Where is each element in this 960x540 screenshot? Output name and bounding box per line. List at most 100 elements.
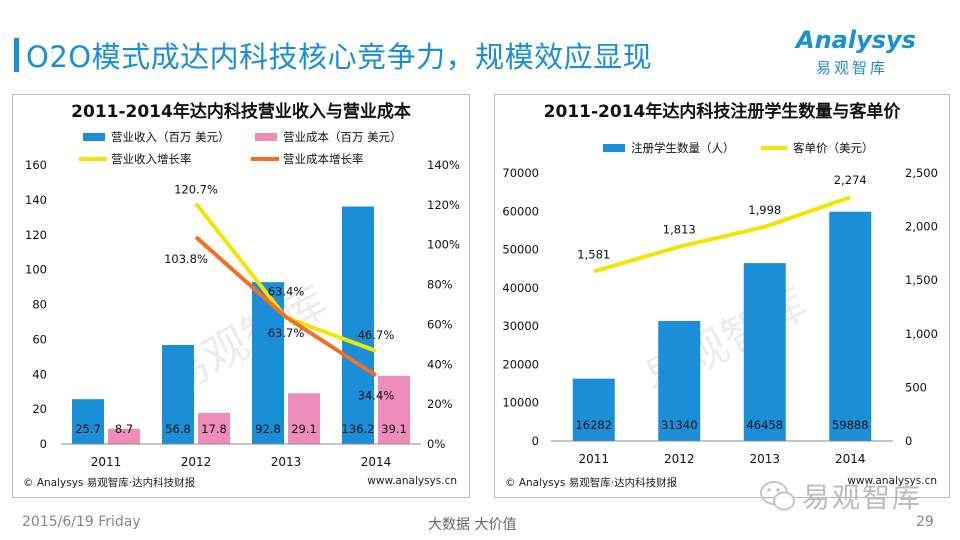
chart-source: © Analysys 易观智库·达内科技财报: [23, 477, 196, 489]
price-label: 1,581: [577, 248, 610, 262]
page-number: 29: [916, 514, 934, 530]
y-tick-right: 2,500: [905, 166, 938, 180]
students-bar: [572, 378, 615, 441]
legend-label: 营业收入增长率: [111, 152, 192, 166]
revenue-growth-label: 63.4%: [268, 285, 305, 299]
legend-label: 注册学生数量（人）: [631, 141, 735, 155]
y-tick-right: 80%: [427, 278, 453, 292]
y-tick-right: 500: [905, 380, 927, 394]
x-category-label: 2012: [181, 455, 212, 469]
cost-bar-label: 29.1: [291, 422, 317, 436]
analysys-logo: Analysys 易观智库: [786, 26, 936, 86]
students-bar: [829, 211, 872, 441]
logo-chinese: 易观智库: [816, 59, 889, 77]
x-category-label: 2011: [91, 455, 122, 469]
chart-source: © Analysys 易观智库·达内科技财报: [505, 477, 678, 489]
chart-site: www.analysys.cn: [847, 475, 937, 487]
y-tick-left: 160: [25, 158, 47, 172]
footer-date: 2015/6/19 Friday: [22, 514, 141, 530]
x-category-label: 2012: [664, 452, 695, 466]
y-tick-left: 20: [32, 402, 47, 416]
cost-growth-label: 34.4%: [358, 388, 395, 402]
title-accent-bar: [14, 38, 19, 72]
x-category-label: 2014: [361, 455, 392, 469]
y-tick-right: 100%: [427, 238, 460, 252]
chart-title: 2011-2014年达内科技注册学生数量与客单价: [544, 101, 902, 122]
chart-site: www.analysys.cn: [367, 475, 457, 487]
x-category-label: 2013: [749, 452, 780, 466]
price-line: [593, 195, 851, 274]
cost-bar: [378, 375, 410, 444]
cost-bar: [108, 428, 140, 444]
revenue-bar-label: 136.2: [342, 422, 375, 436]
legend-label: 营业成本（百万 美元）: [283, 130, 402, 144]
y-tick-left: 70000: [502, 166, 539, 180]
footer-slogan: 大数据 大价值: [428, 517, 517, 533]
legend-label: 营业收入（百万 美元）: [111, 130, 230, 144]
cost-growth-label: 103.8%: [164, 252, 208, 266]
cost-bar: [288, 393, 320, 444]
revenue-bar: [162, 344, 194, 444]
students-bar: [743, 263, 786, 441]
revenue-bar-label: 56.8: [165, 422, 191, 436]
y-tick-left: 20000: [502, 357, 539, 371]
y-tick-left: 80: [32, 298, 47, 312]
revenue-bar-label: 92.8: [255, 422, 281, 436]
students-bar-label: 59888: [832, 418, 869, 432]
logo-wordmark: Analysys: [796, 26, 916, 54]
revenue-bar: [342, 206, 374, 444]
y-tick-right: 1,500: [905, 273, 938, 287]
cost-growth-label: 63.7%: [268, 326, 305, 340]
y-tick-right: 140%: [427, 158, 460, 172]
y-tick-left: 0: [40, 437, 47, 451]
y-tick-left: 60: [32, 332, 47, 346]
y-tick-left: 30000: [502, 319, 539, 333]
students-bar-label: 46458: [746, 418, 783, 432]
legend-label: 营业成本增长率: [283, 152, 364, 166]
wechat-icon: [760, 481, 795, 511]
y-tick-left: 100: [25, 263, 47, 277]
y-tick-left: 40: [32, 367, 47, 381]
revenue-cost-chart-panel: 2011-2014年达内科技营业收入与营业成本营业收入（百万 美元） 营业成本（百…: [12, 94, 470, 498]
y-tick-right: 40%: [427, 357, 453, 371]
y-tick-left: 140: [25, 193, 47, 207]
students-bar: [658, 321, 701, 441]
y-tick-left: 120: [25, 228, 47, 242]
wechat-label: 易观智库: [802, 481, 923, 514]
chart-title: 2011-2014年达内科技营业收入与营业成本: [71, 101, 411, 122]
y-tick-right: 0: [905, 434, 912, 448]
y-tick-left: 0: [532, 434, 539, 448]
cost-bar: [198, 412, 230, 444]
legend-label: 客单价（美元）: [793, 141, 874, 155]
x-category-label: 2013: [271, 455, 302, 469]
students-bar-label: 16282: [575, 418, 612, 432]
legend-swatch: [603, 144, 625, 152]
y-tick-right: 0%: [427, 437, 445, 451]
y-tick-right: 20%: [427, 397, 453, 411]
revenue-bar-label: 25.7: [75, 422, 101, 436]
wechat-watermark: 易观智库: [758, 472, 938, 516]
students-bar-label: 31340: [661, 418, 698, 432]
y-tick-left: 60000: [502, 204, 539, 218]
y-tick-right: 60%: [427, 317, 453, 331]
price-label: 1,998: [748, 203, 781, 217]
price-label: 2,274: [834, 173, 867, 187]
y-tick-right: 2,000: [905, 220, 938, 234]
cost-bar-label: 39.1: [381, 422, 407, 436]
cost-bar-label: 17.8: [201, 422, 227, 436]
revenue-bar: [72, 399, 104, 444]
y-tick-right: 120%: [427, 198, 460, 212]
x-category-label: 2011: [578, 452, 609, 466]
cost-growth-line: [194, 235, 378, 378]
legend-swatch: [83, 133, 105, 141]
students-price-chart-panel: 2011-2014年达内科技注册学生数量与客单价注册学生数量（人） 客单价（美元）…: [494, 94, 950, 498]
page-title: O2O模式成达内科技核心竞争力，规模效应显现: [26, 40, 653, 74]
price-label: 1,813: [663, 223, 696, 237]
y-tick-left: 10000: [502, 396, 539, 410]
cost-bar-label: 8.7: [115, 422, 133, 436]
y-tick-left: 40000: [502, 281, 539, 295]
y-tick-left: 50000: [502, 243, 539, 257]
y-tick-right: 1,000: [905, 327, 938, 341]
